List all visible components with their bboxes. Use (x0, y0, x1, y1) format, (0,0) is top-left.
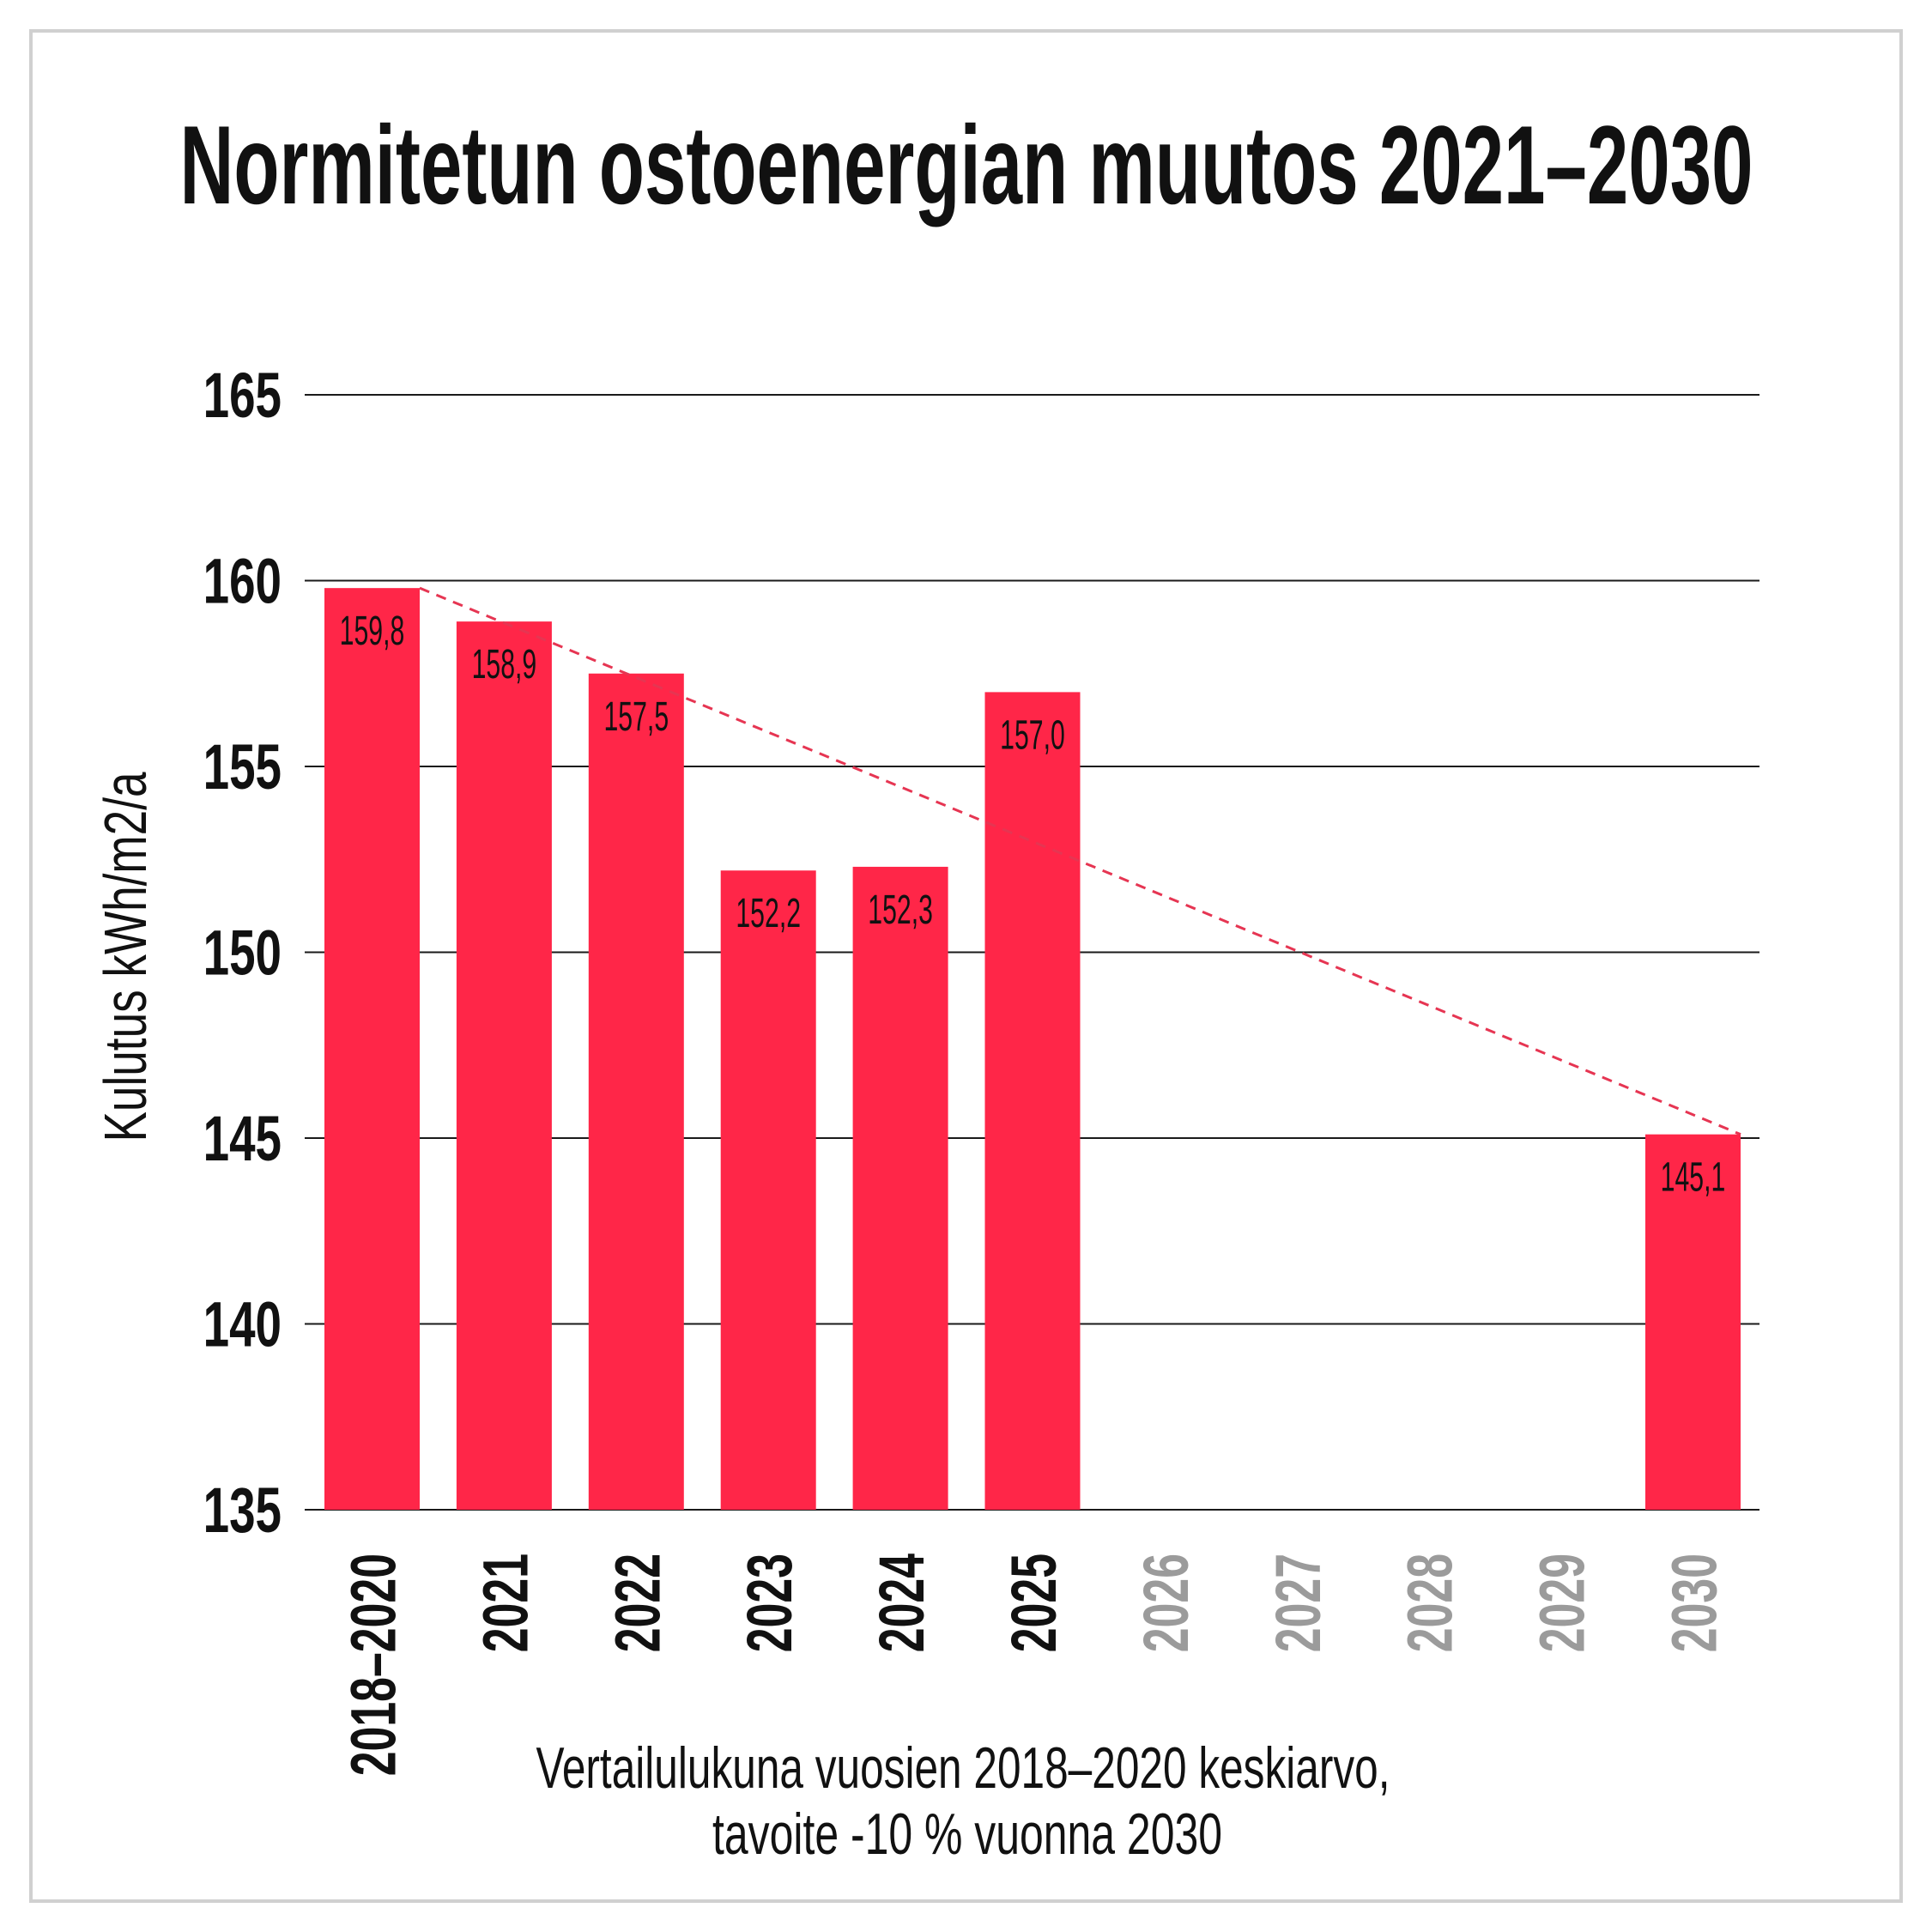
x-tick-label-2021: 2021 (469, 1553, 541, 1652)
x-tick-label-2025: 2025 (998, 1553, 1069, 1652)
bar-2022 (588, 673, 684, 1510)
chart-frame (29, 29, 1903, 1903)
x-tick-label-2018-2020: 2018–2020 (337, 1553, 409, 1776)
y-tick-label-135: 135 (203, 1475, 282, 1546)
value-label-2018-2020: 159,8 (340, 609, 405, 654)
bars (324, 588, 1741, 1511)
x-tick-label-2022: 2022 (602, 1553, 673, 1652)
y-tick-label-160: 160 (203, 545, 282, 616)
y-tick-label-150: 150 (203, 917, 282, 988)
x-tick-label-2024: 2024 (866, 1553, 937, 1653)
y-tick-label-155: 155 (203, 731, 282, 802)
y-tick-label-140: 140 (203, 1288, 282, 1360)
x-tick-label-2023: 2023 (734, 1553, 805, 1652)
x-tick-label-2029: 2029 (1526, 1553, 1597, 1652)
bar-2030 (1645, 1134, 1741, 1510)
y-tick-label-165: 165 (203, 360, 282, 431)
bar-2018-2020 (324, 588, 420, 1511)
chart-title: Normitetun ostoenergian muutos 2021–2030 (180, 102, 1753, 227)
x-axis-ticks: 2018–2020 2021 2022 2023 2024 2025 2026 2027 202… (337, 1553, 1729, 1777)
x-tick-label-2030: 2030 (1658, 1553, 1729, 1652)
bar-2023 (720, 870, 816, 1510)
x-tick-label-2027: 2027 (1263, 1553, 1334, 1652)
value-label-2023: 152,2 (736, 891, 801, 936)
y-tick-label-145: 145 (203, 1103, 282, 1174)
x-tick-label-2028: 2028 (1395, 1553, 1466, 1652)
bar-2025 (984, 692, 1081, 1510)
value-label-2030: 145,1 (1661, 1155, 1726, 1201)
bar-2024 (852, 866, 948, 1510)
value-label-2021: 158,9 (472, 642, 537, 687)
caption-line-2: tavoite -10 % vuonna 2030 (712, 1802, 1222, 1867)
value-label-2025: 157,0 (1000, 713, 1065, 759)
value-labels: 159,8 158,9 157,5 152,2 152,3 157,0 145,1 (340, 609, 1726, 1200)
value-label-2022: 157,5 (603, 694, 669, 740)
caption-line-1: Vertailulukuna vuosien 2018–2020 keskiar… (536, 1735, 1390, 1801)
value-label-2024: 152,3 (868, 887, 933, 933)
target-trend-line (419, 586, 1741, 1136)
trend-layer (419, 586, 1741, 1136)
y-axis-title: Kulutus kWh/m2/a (92, 772, 159, 1142)
x-tick-label-2026: 2026 (1130, 1553, 1202, 1652)
y-axis-ticks: 165 160 155 150 145 140 135 (203, 360, 282, 1546)
bar-2021 (456, 621, 552, 1510)
